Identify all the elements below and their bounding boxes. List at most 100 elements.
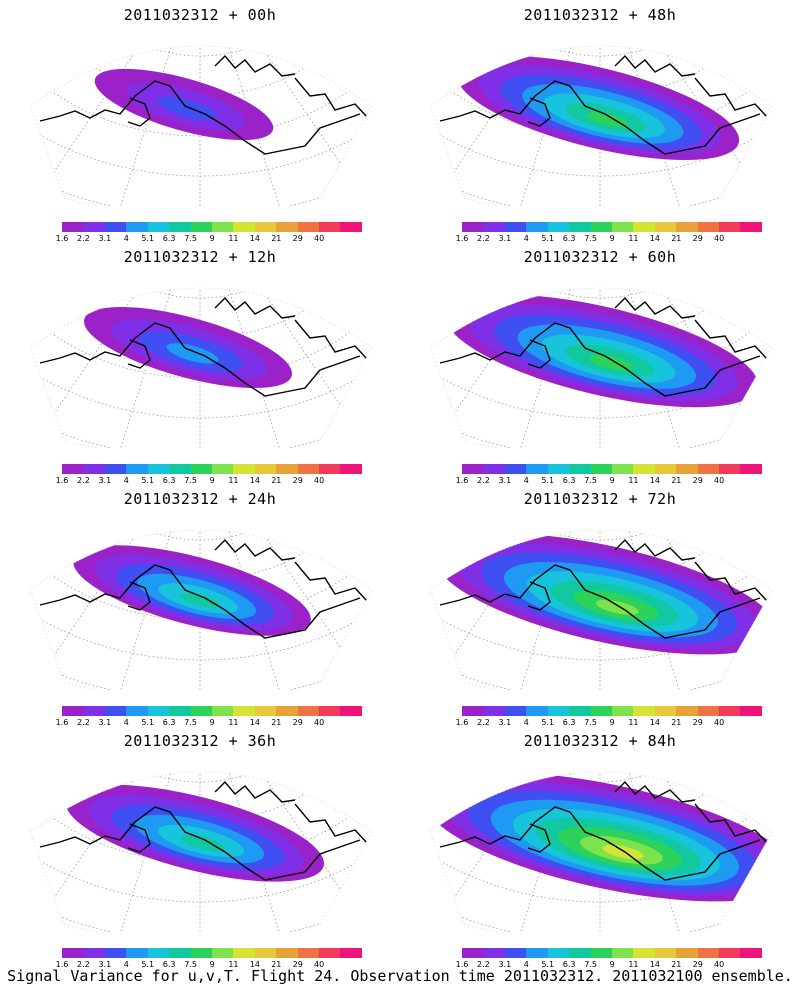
colorbar-tick-label: 21 xyxy=(671,476,682,485)
colorbar-segment xyxy=(104,948,127,958)
polar-map xyxy=(29,529,373,690)
colorbar-tick-label: 9 xyxy=(609,234,615,243)
variance-contour xyxy=(595,599,639,615)
colorbar-tick-label: 7.5 xyxy=(584,234,597,243)
colorbar-segment xyxy=(654,464,677,474)
colorbar-segment xyxy=(276,706,298,716)
colorbar-tick-label: 9 xyxy=(209,476,215,485)
colorbar-segment xyxy=(276,222,298,232)
polar-map xyxy=(29,287,373,448)
colorbar-segment xyxy=(569,464,591,474)
colorbar-segment xyxy=(654,948,677,958)
colorbar-tick-label: 5.1 xyxy=(141,234,155,243)
colorbar-segment xyxy=(547,222,570,232)
colorbar-tick-label: 29 xyxy=(292,718,303,727)
colorbar-tick-label: 7.5 xyxy=(184,476,197,485)
colorbar-tick-label: 2.2 xyxy=(77,718,90,727)
colorbar-segment xyxy=(233,948,255,958)
colorbar-tick-label: 7.5 xyxy=(584,960,597,969)
colorbar-tick-label: 6.3 xyxy=(162,718,176,727)
colorbar-ticks: 1.6 2.2 3.1 4 5.1 6.3 7.5 9 11 14 21 29 40 xyxy=(456,476,762,486)
colorbar-tick-label: 40 xyxy=(714,960,725,969)
variance-contour xyxy=(587,112,628,128)
colorbar-ticks: 1.6 2.2 3.1 4 5.1 6.3 7.5 9 11 14 21 29 40 xyxy=(56,718,362,728)
colorbar-segment xyxy=(719,222,741,232)
variance-field xyxy=(65,784,325,882)
colorbar-segment xyxy=(654,706,677,716)
variance-field xyxy=(456,55,740,161)
colorbar-segment xyxy=(83,948,105,958)
colorbar-tick-label: 5.1 xyxy=(541,234,555,243)
colorbar-tick-label: 21 xyxy=(671,718,682,727)
colorbar-tick-label: 3.1 xyxy=(98,960,112,969)
colorbar-tick-label: 4 xyxy=(523,960,529,969)
variance-contour xyxy=(602,844,644,860)
colorbar-tick-label: 1.6 xyxy=(455,476,469,485)
colorbar-segment xyxy=(340,948,362,958)
colorbar-ticks: 1.6 2.2 3.1 4 5.1 6.3 7.5 9 11 14 21 29 40 xyxy=(56,476,362,486)
colorbar-segment xyxy=(297,948,320,958)
map-panel: 2011032312 + 12h 1.6 2.2 3.1 4 5.1 6.3 7.5 9 11 14… xyxy=(0,242,400,487)
colorbar-tick-label: 2.2 xyxy=(477,234,490,243)
map-panel: 2011032312 + 60h 1.6 2.2 3.1 4 5.1 6.3 7.5 9 11 14… xyxy=(400,242,800,487)
variance-contour xyxy=(166,343,219,364)
colorbar-segment xyxy=(340,464,362,474)
colorbar-tick-label: 21 xyxy=(671,960,682,969)
colorbar-segment xyxy=(676,464,698,474)
colorbar-segment xyxy=(147,222,170,232)
colorbar-tick-label: 40 xyxy=(714,718,725,727)
colorbar-tick-label: 21 xyxy=(671,234,682,243)
colorbar-tick-label: 6.3 xyxy=(562,476,576,485)
colorbar-tick-label: 5.1 xyxy=(141,960,155,969)
colorbar-tick-label: 2.2 xyxy=(477,476,490,485)
colorbar-tick-label: 2.2 xyxy=(477,960,490,969)
colorbar-segment xyxy=(147,948,170,958)
colorbar-tick-label: 9 xyxy=(209,234,215,243)
colorbar-segment xyxy=(319,222,341,232)
colorbar-tick-label: 3.1 xyxy=(98,718,112,727)
panel-title: 2011032312 + 36h xyxy=(123,732,277,750)
colorbar-segment xyxy=(569,948,591,958)
colorbar-segment xyxy=(190,464,212,474)
map-panel: 2011032312 + 00h 1.6 2.2 3.1 4 5.1 6.3 7.5 9 11 14… xyxy=(0,0,400,245)
variance-field xyxy=(445,294,759,408)
colorbar-tick-label: 3.1 xyxy=(98,234,112,243)
colorbar-segment xyxy=(719,948,741,958)
colorbar-tick-label: 7.5 xyxy=(584,476,597,485)
colorbar-segment xyxy=(676,948,698,958)
colorbar-tick-label: 40 xyxy=(314,960,325,969)
panel-title: 2011032312 + 72h xyxy=(523,490,677,508)
colorbar-segment xyxy=(697,948,720,958)
colorbar-segment xyxy=(462,948,484,958)
colorbar-segment xyxy=(211,948,234,958)
colorbar-tick-label: 5.1 xyxy=(541,960,555,969)
colorbar-segment xyxy=(190,222,212,232)
colorbar-segment xyxy=(319,948,341,958)
variance-field xyxy=(73,545,311,636)
colorbar-tick-label: 29 xyxy=(692,718,703,727)
colorbar-segment xyxy=(340,222,362,232)
colorbar-segment xyxy=(190,706,212,716)
colorbar-segment xyxy=(62,948,84,958)
colorbar-segment xyxy=(190,948,212,958)
colorbar-segment xyxy=(719,706,741,716)
panel-title: 2011032312 + 48h xyxy=(523,6,677,24)
colorbar-segment xyxy=(483,948,505,958)
panel-title: 2011032312 + 84h xyxy=(523,732,677,750)
colorbar-tick-label: 3.1 xyxy=(498,718,512,727)
panel-title: 2011032312 + 12h xyxy=(123,248,277,266)
colorbar-segment xyxy=(211,222,234,232)
map-panel: 2011032312 + 84h 1.6 2.2 3.1 4 5.1 6.3 7.5 9 11 14… xyxy=(400,726,800,971)
colorbar-segment xyxy=(569,222,591,232)
variance-contour xyxy=(179,592,220,608)
colorbar-segment xyxy=(104,222,127,232)
colorbar-tick-label: 29 xyxy=(292,960,303,969)
colorbar-segment xyxy=(83,464,105,474)
colorbar-segment xyxy=(169,948,191,958)
colorbar xyxy=(62,464,362,474)
colorbar-segment xyxy=(319,706,341,716)
colorbar-segment xyxy=(611,222,634,232)
colorbar-tick-label: 5.1 xyxy=(541,476,555,485)
colorbar-tick-label: 5.1 xyxy=(141,718,155,727)
colorbar-segment xyxy=(126,222,148,232)
